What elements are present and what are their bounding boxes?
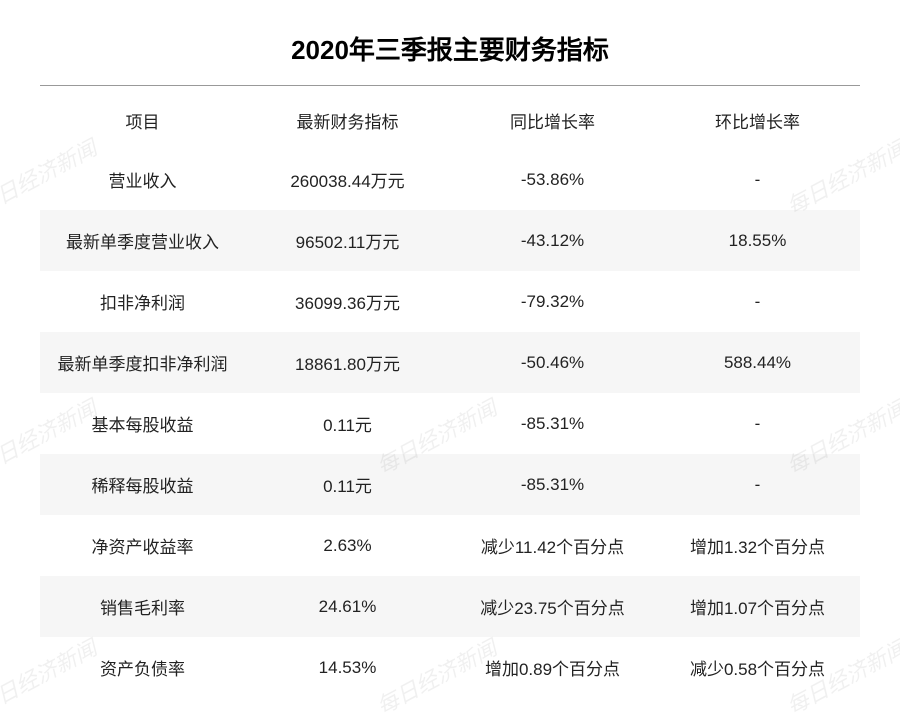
table-row: 净资产收益率2.63%减少11.42个百分点增加1.32个百分点: [40, 515, 860, 576]
table-cell: 基本每股收益: [40, 393, 245, 454]
table-cell: 资产负债率: [40, 637, 245, 698]
table-cell: 减少23.75个百分点: [450, 576, 655, 637]
table-cell: -43.12%: [450, 210, 655, 271]
table-cell: 2.63%: [245, 515, 450, 576]
table-cell: -: [655, 149, 860, 210]
table-cell: 588.44%: [655, 332, 860, 393]
table-cell: 营业收入: [40, 149, 245, 210]
table-cell: -50.46%: [450, 332, 655, 393]
table-cell: 减少0.58个百分点: [655, 637, 860, 698]
table-cell: -85.31%: [450, 454, 655, 515]
table-row: 稀释每股收益0.11元-85.31%-: [40, 454, 860, 515]
table-row: 基本每股收益0.11元-85.31%-: [40, 393, 860, 454]
table-cell: -79.32%: [450, 271, 655, 332]
title-divider: [40, 85, 860, 86]
table-row: 营业收入260038.44万元-53.86%-: [40, 149, 860, 210]
table-cell: 24.61%: [245, 576, 450, 637]
table-cell: -: [655, 271, 860, 332]
table-cell: -85.31%: [450, 393, 655, 454]
table-cell: 增加1.32个百分点: [655, 515, 860, 576]
table-row: 扣非净利润36099.36万元-79.32%-: [40, 271, 860, 332]
table-cell: -: [655, 454, 860, 515]
table-cell: 18.55%: [655, 210, 860, 271]
table-cell: 净资产收益率: [40, 515, 245, 576]
col-header-item: 项目: [40, 91, 245, 149]
table-header-row: 项目 最新财务指标 同比增长率 环比增长率: [40, 91, 860, 149]
table-cell: 18861.80万元: [245, 332, 450, 393]
table-row: 资产负债率14.53%增加0.89个百分点减少0.58个百分点: [40, 637, 860, 698]
page-title: 2020年三季报主要财务指标: [40, 30, 860, 67]
table-cell: 销售毛利率: [40, 576, 245, 637]
table-cell: -: [655, 393, 860, 454]
col-header-yoy: 同比增长率: [450, 91, 655, 149]
table-cell: 扣非净利润: [40, 271, 245, 332]
table-cell: 增加0.89个百分点: [450, 637, 655, 698]
table-body: 营业收入260038.44万元-53.86%-最新单季度营业收入96502.11…: [40, 149, 860, 698]
table-row: 销售毛利率24.61%减少23.75个百分点增加1.07个百分点: [40, 576, 860, 637]
table-row: 最新单季度扣非净利润18861.80万元-50.46%588.44%: [40, 332, 860, 393]
col-header-qoq: 环比增长率: [655, 91, 860, 149]
table-cell: -53.86%: [450, 149, 655, 210]
table-cell: 减少11.42个百分点: [450, 515, 655, 576]
table-row: 最新单季度营业收入96502.11万元-43.12%18.55%: [40, 210, 860, 271]
table-cell: 0.11元: [245, 454, 450, 515]
table-cell: 14.53%: [245, 637, 450, 698]
report-container: 2020年三季报主要财务指标 项目 最新财务指标 同比增长率 环比增长率 营业收…: [0, 0, 900, 698]
table-cell: 最新单季度营业收入: [40, 210, 245, 271]
table-cell: 36099.36万元: [245, 271, 450, 332]
financial-table: 项目 最新财务指标 同比增长率 环比增长率 营业收入260038.44万元-53…: [40, 91, 860, 698]
table-cell: 稀释每股收益: [40, 454, 245, 515]
table-cell: 0.11元: [245, 393, 450, 454]
table-cell: 260038.44万元: [245, 149, 450, 210]
table-cell: 最新单季度扣非净利润: [40, 332, 245, 393]
col-header-latest: 最新财务指标: [245, 91, 450, 149]
table-cell: 增加1.07个百分点: [655, 576, 860, 637]
table-cell: 96502.11万元: [245, 210, 450, 271]
